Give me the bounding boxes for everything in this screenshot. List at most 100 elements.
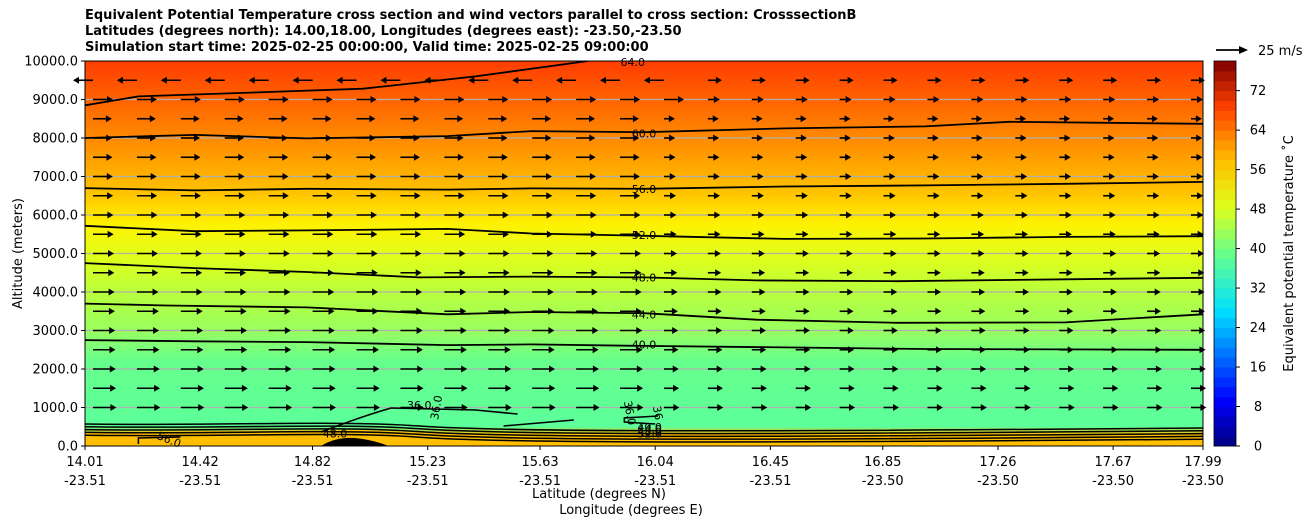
wind-vector xyxy=(971,76,986,84)
wind-vector xyxy=(93,211,114,219)
wind-vector xyxy=(444,250,466,257)
wind-vector xyxy=(224,307,247,315)
wind-vector xyxy=(883,230,897,238)
wind-vector xyxy=(1191,153,1203,161)
contour-36-low xyxy=(623,415,659,425)
wind-vector xyxy=(93,153,113,161)
wind-vector xyxy=(136,173,157,180)
wind-vector xyxy=(927,134,939,142)
wind-vector xyxy=(312,211,333,219)
colorbar-tick-label: 72 xyxy=(1250,84,1267,99)
surface-contour xyxy=(85,433,1203,443)
wind-vector xyxy=(795,96,808,103)
wind-vector xyxy=(292,76,313,84)
wind-vector xyxy=(883,404,899,411)
wind-vector xyxy=(444,211,465,219)
wind-vector xyxy=(620,192,641,200)
colorbar-segment xyxy=(1214,238,1236,250)
wind-vector xyxy=(224,404,249,411)
wind-vector xyxy=(1147,288,1161,296)
wind-vector xyxy=(971,134,983,142)
wind-vector xyxy=(883,153,896,161)
contour-48 xyxy=(85,262,1203,283)
wind-vector xyxy=(356,288,379,296)
wind-vector xyxy=(1147,327,1162,334)
wind-vector xyxy=(180,288,203,296)
wind-vector xyxy=(620,327,643,334)
x-tick-label-lat: 14.01 xyxy=(66,455,103,470)
wind-vector xyxy=(1191,211,1204,219)
wind-vector xyxy=(224,230,246,238)
wind-vector xyxy=(180,153,201,161)
contour-52 xyxy=(85,224,1203,240)
wind-vector xyxy=(839,153,852,161)
wind-vector xyxy=(400,384,424,392)
wind-vector xyxy=(1015,153,1027,161)
wind-vector xyxy=(488,288,510,296)
wind-vector xyxy=(312,192,333,200)
wind-vector xyxy=(532,250,554,257)
wind-vector xyxy=(1059,288,1073,296)
y-tick-label: 8000.0 xyxy=(33,132,79,147)
wind-vector xyxy=(795,288,810,296)
y-tick-label: 5000.0 xyxy=(33,247,79,262)
wind-vector xyxy=(620,115,639,123)
wind-vector xyxy=(512,76,533,84)
x-tick-label-lon: -23.50 xyxy=(1182,474,1224,489)
colorbar-frame xyxy=(1213,60,1237,447)
wind-vector xyxy=(663,96,684,103)
wind-vector xyxy=(1103,76,1118,84)
contour-label: 36.0 xyxy=(428,394,445,420)
wind-vector xyxy=(971,230,985,238)
wind-vector xyxy=(180,365,204,373)
x-axis-label-lon: Longitude (degrees E) xyxy=(559,503,703,518)
wind-vector xyxy=(707,346,723,354)
wind-vector xyxy=(707,384,723,392)
wind-vector xyxy=(839,173,852,180)
plot-area: 64.060.056.052.048.044.040.036.036.0 36.0… xyxy=(73,56,1207,451)
wind-vector xyxy=(1147,365,1162,373)
wind-vector xyxy=(356,115,376,123)
wind-vector xyxy=(1147,115,1158,123)
wind-vector xyxy=(927,211,940,219)
wind-vector xyxy=(971,288,985,296)
wind-vector xyxy=(1191,115,1202,123)
wind-vector xyxy=(444,153,464,161)
colorbar-segment xyxy=(1214,347,1236,358)
wind-vector xyxy=(1059,115,1071,123)
wind-vector xyxy=(268,288,291,296)
quiver-key-label: 25 m/s xyxy=(1258,44,1303,59)
wind-vector xyxy=(795,76,810,84)
wind-vector xyxy=(1191,173,1203,180)
wind-vector xyxy=(444,269,466,277)
wind-vector xyxy=(488,327,511,334)
wind-vector xyxy=(707,115,719,123)
wind-vector xyxy=(93,250,114,257)
x-tick-label-lat: 17.26 xyxy=(979,455,1016,470)
x-tick-label-lon: -23.51 xyxy=(634,474,676,489)
wind-vector xyxy=(663,250,677,257)
wind-vector xyxy=(1015,250,1029,257)
wind-vector xyxy=(663,404,680,411)
colorbar-segment xyxy=(1214,307,1236,319)
wind-vector xyxy=(116,76,137,84)
wind-vector xyxy=(927,153,939,161)
wind-vector xyxy=(576,327,599,334)
wind-vector xyxy=(312,327,335,334)
wind-vector xyxy=(93,346,116,354)
wind-vector xyxy=(620,404,644,411)
wind-vector xyxy=(839,115,851,123)
wind-vector xyxy=(1103,173,1115,180)
wind-vector xyxy=(839,288,854,296)
wind-vector xyxy=(1059,211,1072,219)
wind-vector xyxy=(839,230,853,238)
wind-vector xyxy=(576,250,598,257)
y-tick-label: 7000.0 xyxy=(33,170,79,185)
wind-vector xyxy=(400,96,421,103)
wind-vector xyxy=(93,288,115,296)
wind-vector xyxy=(663,153,676,161)
wind-vector xyxy=(136,365,160,373)
x-tick-label-lon: -23.50 xyxy=(1092,474,1134,489)
x-tick-label-lat: 15.63 xyxy=(521,455,558,470)
wind-vector xyxy=(180,134,201,142)
